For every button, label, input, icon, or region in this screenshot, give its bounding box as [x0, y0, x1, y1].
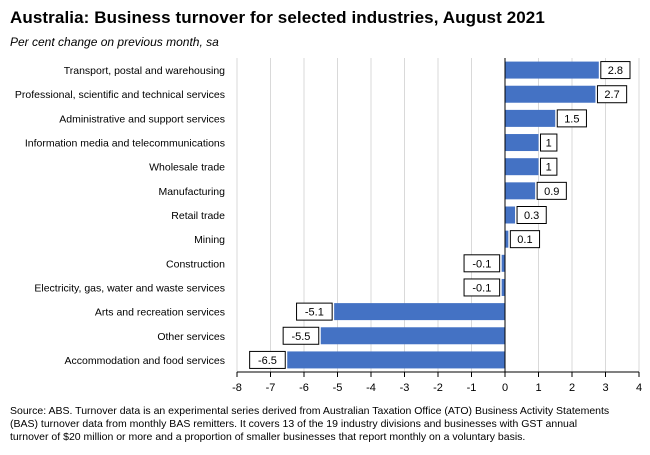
- data-label-box: [600, 61, 631, 80]
- data-label-box: [596, 85, 628, 104]
- bar: [501, 278, 505, 296]
- category-label: Wholesale trade: [149, 162, 225, 174]
- footnote-line-2: (BAS) turnover data from monthly BAS rem…: [10, 418, 578, 430]
- bar: [505, 134, 539, 152]
- bars: [287, 61, 599, 369]
- data-label-box: [536, 181, 567, 200]
- data-label: 1: [540, 157, 558, 176]
- data-label: -5.1: [296, 302, 333, 321]
- data-label-text: 0.3: [524, 210, 539, 222]
- data-label: 2.8: [600, 61, 631, 80]
- data-label-text: 0.9: [544, 186, 559, 198]
- bar: [501, 254, 505, 272]
- x-tick-label: -8: [232, 382, 242, 394]
- category-label: Administrative and support services: [59, 113, 225, 125]
- data-label-box: [540, 157, 558, 176]
- data-label-box: [249, 350, 286, 369]
- data-label: 0.1: [509, 230, 541, 249]
- data-label-text: -5.5: [291, 331, 310, 343]
- x-tick-label: 0: [502, 382, 508, 394]
- bar: [505, 182, 536, 200]
- bar: [505, 85, 596, 103]
- data-label: -6.5: [249, 350, 286, 369]
- data-label-text: 2.7: [604, 89, 619, 101]
- data-label: 2.7: [596, 85, 628, 104]
- data-label: -0.1: [463, 254, 501, 273]
- category-label: Retail trade: [171, 210, 225, 222]
- category-label: Other services: [157, 331, 225, 343]
- data-label: 0.3: [516, 206, 547, 224]
- x-tick-label: 1: [535, 382, 541, 394]
- data-label-box: [463, 254, 501, 273]
- labels: Transport, postal and warehousing 2.8 Prof…: [15, 61, 631, 369]
- data-label-box: [516, 206, 547, 224]
- data-label-text: -0.1: [472, 258, 491, 270]
- footnote-line-1: Source: ABS. Turnover data is an experim…: [10, 405, 610, 417]
- data-label: 1.5: [556, 109, 587, 128]
- data-label: -5.5: [282, 326, 320, 345]
- bar: [505, 158, 539, 176]
- chart-subtitle: Per cent change on previous month, sa: [10, 35, 219, 49]
- data-label-box: [463, 278, 501, 297]
- x-tick-label: -6: [299, 382, 309, 394]
- category-label: Accommodation and food services: [65, 355, 226, 367]
- x-tick-label: -5: [333, 382, 343, 394]
- data-label-text: 0.1: [517, 234, 532, 246]
- x-tick-label: -4: [366, 382, 376, 394]
- bar: [505, 61, 599, 79]
- category-label: Electricity, gas, water and waste servic…: [34, 282, 225, 294]
- x-tick-label: 3: [602, 382, 608, 394]
- x-tick-label: -7: [266, 382, 276, 394]
- category-label: Manufacturing: [158, 186, 225, 198]
- data-label-box: [296, 302, 333, 321]
- chart-title: Australia: Business turnover for selecte…: [10, 8, 545, 27]
- footnote-line-3: turnover of $20 million or more and a pr…: [10, 431, 526, 443]
- category-label: Information media and telecommunications: [25, 138, 225, 150]
- data-label-text: 1.5: [564, 113, 579, 125]
- data-label-text: -5.1: [305, 307, 324, 319]
- category-label: Arts and recreation services: [95, 307, 225, 319]
- data-label-text: -6.5: [258, 355, 277, 367]
- category-label: Construction: [166, 258, 225, 270]
- data-label-box: [540, 133, 558, 152]
- category-label: Mining: [194, 234, 225, 246]
- data-label: -0.1: [463, 278, 501, 297]
- bar: [287, 351, 505, 369]
- gridlines: [236, 58, 640, 372]
- data-label-box: [556, 109, 587, 128]
- data-label: 1: [540, 133, 558, 152]
- data-label: 0.9: [536, 181, 567, 200]
- x-tick-label: 4: [636, 382, 642, 394]
- x-tick-label: 2: [569, 382, 575, 394]
- bar: [505, 206, 516, 224]
- axes: -8 -7 -6 -5 -4 -3 -2 -1 0 1 2 3 4: [232, 58, 642, 394]
- data-label-box: [509, 230, 541, 249]
- data-label-text: 2.8: [608, 65, 623, 77]
- bar: [334, 303, 505, 321]
- x-tick-label: -1: [467, 382, 477, 394]
- bar: [505, 230, 509, 248]
- bar: [320, 327, 505, 345]
- source-footnote: Source: ABS. Turnover data is an experim…: [10, 405, 642, 444]
- category-label: Professional, scientific and technical s…: [15, 89, 225, 101]
- category-label: Transport, postal and warehousing: [64, 65, 225, 77]
- bar: [505, 109, 556, 127]
- data-label-text: -0.1: [472, 282, 491, 294]
- x-tick-label: -3: [400, 382, 410, 394]
- bar-chart: -8 -7 -6 -5 -4 -3 -2 -1 0 1 2 3 4 Transport, postal …: [15, 58, 642, 394]
- data-label-text: 1: [546, 162, 552, 174]
- data-label-box: [282, 326, 320, 345]
- data-label-text: 1: [546, 138, 552, 150]
- x-tick-label: -2: [433, 382, 443, 394]
